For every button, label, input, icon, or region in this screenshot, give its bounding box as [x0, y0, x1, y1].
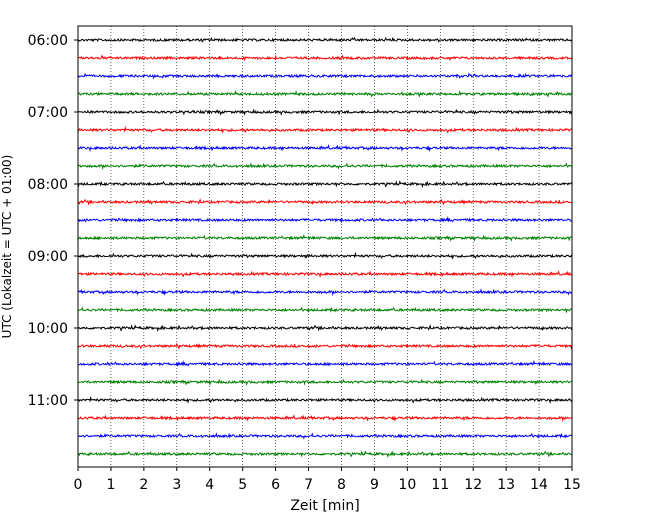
- seismogram-trace: [77, 162, 573, 171]
- y-tick-label: 06:00: [28, 33, 68, 49]
- x-tick-label: 2: [139, 477, 148, 493]
- seismogram-trace: [77, 378, 573, 386]
- seismogram-trace: [77, 270, 573, 279]
- x-axis-ticks: 0 1 2 3 4 5 6 7 8 9 10 11 12 13 14 15: [74, 467, 581, 493]
- seismogram-trace: [77, 125, 573, 134]
- seismogram-trace: [77, 432, 573, 440]
- plot-frame: [77, 25, 573, 468]
- x-tick-label: 5: [238, 477, 247, 493]
- seismogram-trace: [77, 288, 573, 297]
- y-tick-label: 10:00: [28, 321, 68, 337]
- x-tick-label: 13: [497, 477, 515, 493]
- seismogram-trace: [77, 306, 573, 314]
- x-tick-label: 4: [205, 477, 214, 493]
- x-tick-label: 11: [431, 477, 449, 493]
- seismogram-trace: [77, 251, 573, 260]
- seismogram-trace: [77, 89, 573, 98]
- x-tick-label: 15: [563, 477, 581, 493]
- x-tick-label: 3: [172, 477, 181, 493]
- seismogram-trace: [77, 198, 573, 206]
- seismogram-trace: [77, 359, 573, 367]
- seismogram-trace: [77, 36, 573, 43]
- x-tick-label: 9: [370, 477, 379, 493]
- x-tick-label: 1: [106, 477, 115, 493]
- seismogram-trace: [77, 216, 572, 224]
- x-tick-label: 8: [337, 477, 346, 493]
- x-tick-label: 0: [74, 477, 83, 493]
- y-tick-label: 07:00: [28, 105, 68, 121]
- y-tick-label: 09:00: [28, 249, 68, 265]
- seismogram-trace: [77, 324, 573, 333]
- seismogram-trace: [77, 108, 573, 116]
- x-tick-label: 6: [271, 477, 280, 493]
- seismogram-trace: [77, 233, 573, 242]
- x-tick-label: 10: [398, 477, 416, 493]
- seismogram-trace: [77, 395, 573, 405]
- seismogram-trace: [77, 342, 573, 350]
- x-tick-label: 7: [304, 477, 313, 493]
- y-tick-label: 08:00: [28, 177, 68, 193]
- seismogram-trace: [77, 450, 573, 459]
- x-axis-label: Zeit [min]: [290, 498, 359, 514]
- seismogram-trace: [77, 72, 573, 80]
- y-axis-label: UTC (Lokalzeit = UTC + 01:00): [0, 155, 14, 339]
- x-tick-label: 14: [530, 477, 548, 493]
- seismogram-trace: [77, 144, 573, 153]
- x-tick-label: 12: [464, 477, 482, 493]
- y-axis-ticks: 06:00 07:00 08:00 09:00 10:00 11:00: [28, 33, 78, 409]
- y-tick-label: 11:00: [28, 393, 68, 409]
- seismogram-traces: [77, 36, 573, 459]
- seismogram-trace: [77, 54, 573, 62]
- seismogram-trace: [77, 180, 573, 189]
- seismogram-trace: [77, 414, 573, 423]
